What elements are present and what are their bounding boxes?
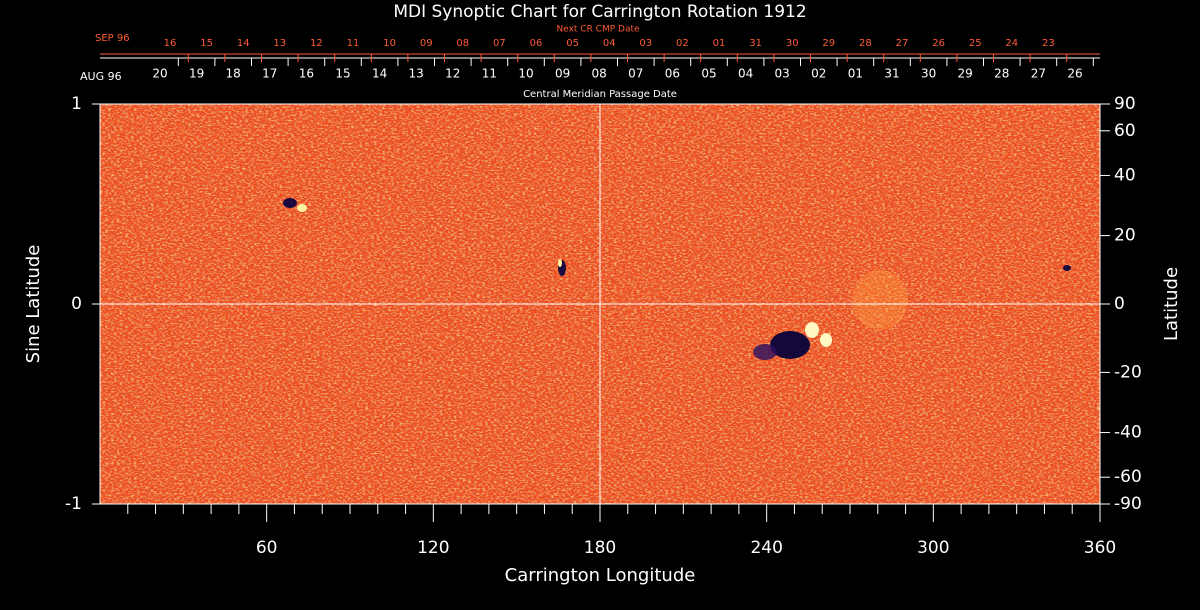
x-tick-label: 300: [917, 538, 949, 558]
next_cmp_axis-date: 26: [932, 38, 945, 49]
x-axis-label: Carrington Longitude: [505, 565, 696, 586]
cmp-axis-title: Central Meridian Passage Date: [523, 89, 677, 100]
cmp_axis-date: 11: [482, 67, 497, 81]
next_cmp_axis-date: 02: [676, 38, 689, 49]
next_cmp_axis-date: 23: [1042, 38, 1055, 49]
cmp_axis-date: 16: [299, 67, 314, 81]
x-tick-label: 60: [256, 538, 278, 558]
next_cmp_axis-date: 06: [530, 38, 543, 49]
y2-tick-label: -90: [1114, 494, 1142, 514]
next_cmp_axis-date: 28: [859, 38, 872, 49]
next_cmp_axis-date: 13: [273, 38, 286, 49]
y2-tick-label: 90: [1114, 94, 1136, 114]
next_cmp_axis-date: 09: [420, 38, 433, 49]
next-cmp-month: SEP 96: [95, 33, 130, 44]
chart-title: MDI Synoptic Chart for Carrington Rotati…: [393, 2, 806, 22]
y2-tick-label: -40: [1114, 423, 1142, 443]
next_cmp_axis-date: 15: [200, 38, 213, 49]
cmp_axis-date: 17: [262, 67, 277, 81]
next_cmp_axis-date: 31: [749, 38, 762, 49]
next_cmp_axis-date: 01: [713, 38, 726, 49]
y-axis-label: Sine Latitude: [23, 245, 44, 364]
cmp_axis-date: 09: [555, 67, 570, 81]
x-tick-label: 180: [584, 538, 616, 558]
cmp_axis-date: 02: [811, 67, 826, 81]
cmp-month: AUG 96: [80, 70, 122, 83]
next_cmp_axis-date: 03: [639, 38, 652, 49]
next_cmp_axis-date: 24: [1005, 38, 1018, 49]
cmp_axis-date: 10: [518, 67, 533, 81]
cmp_axis-date: 08: [592, 67, 607, 81]
cmp_axis-date: 15: [335, 67, 350, 81]
cmp_axis-date: 12: [445, 67, 460, 81]
cmp_axis-date: 13: [409, 67, 424, 81]
cmp_axis-date: 07: [628, 67, 643, 81]
cmp_axis-date: 29: [958, 67, 973, 81]
next-cmp-axis-title: Next CR CMP Date: [556, 25, 640, 35]
y2-axis-label: Latitude: [1161, 267, 1182, 341]
next_cmp_axis-date: 07: [493, 38, 506, 49]
y2-tick-label: 60: [1114, 121, 1136, 141]
cmp_axis-date: 18: [226, 67, 241, 81]
next_cmp_axis-date: 30: [786, 38, 799, 49]
next_cmp_axis-date: 29: [822, 38, 835, 49]
y2-tick-label: 0: [1114, 294, 1125, 314]
next_cmp_axis-date: 10: [383, 38, 396, 49]
next_cmp_axis-date: 08: [456, 38, 469, 49]
y2-tick-label: 40: [1114, 165, 1136, 185]
y-tick-label: 0: [71, 294, 82, 314]
cmp_axis-date: 04: [738, 67, 753, 81]
cmp_axis-date: 01: [848, 67, 863, 81]
next_cmp_axis-date: 11: [347, 38, 360, 49]
cmp_axis-date: 20: [152, 67, 167, 81]
cmp_axis-date: 05: [701, 67, 716, 81]
cmp_axis-date: 19: [189, 67, 204, 81]
cmp_axis-date: 03: [775, 67, 790, 81]
cmp_axis-date: 28: [994, 67, 1009, 81]
cmp_axis-date: 14: [372, 67, 387, 81]
cmp_axis-date: 06: [665, 67, 680, 81]
next_cmp_axis-date: 25: [969, 38, 982, 49]
x-tick-label: 240: [750, 538, 782, 558]
y2-tick-label: 20: [1114, 226, 1136, 246]
x-tick-label: 360: [1084, 538, 1116, 558]
y-tick-label: 1: [71, 94, 82, 114]
next_cmp_axis-date: 04: [603, 38, 616, 49]
next_cmp_axis-date: 05: [566, 38, 579, 49]
cmp_axis-date: 31: [884, 67, 899, 81]
cmp_axis-date: 30: [921, 67, 936, 81]
next_cmp_axis-date: 16: [164, 38, 177, 49]
cmp_axis-date: 26: [1067, 67, 1082, 81]
next_cmp_axis-date: 12: [310, 38, 323, 49]
next_cmp_axis-date: 14: [237, 38, 250, 49]
y2-tick-label: -60: [1114, 467, 1142, 487]
cmp_axis-date: 27: [1031, 67, 1046, 81]
y2-tick-label: -20: [1114, 362, 1142, 382]
next_cmp_axis-date: 27: [896, 38, 909, 49]
x-tick-label: 120: [417, 538, 449, 558]
y-tick-label: -1: [65, 494, 82, 514]
